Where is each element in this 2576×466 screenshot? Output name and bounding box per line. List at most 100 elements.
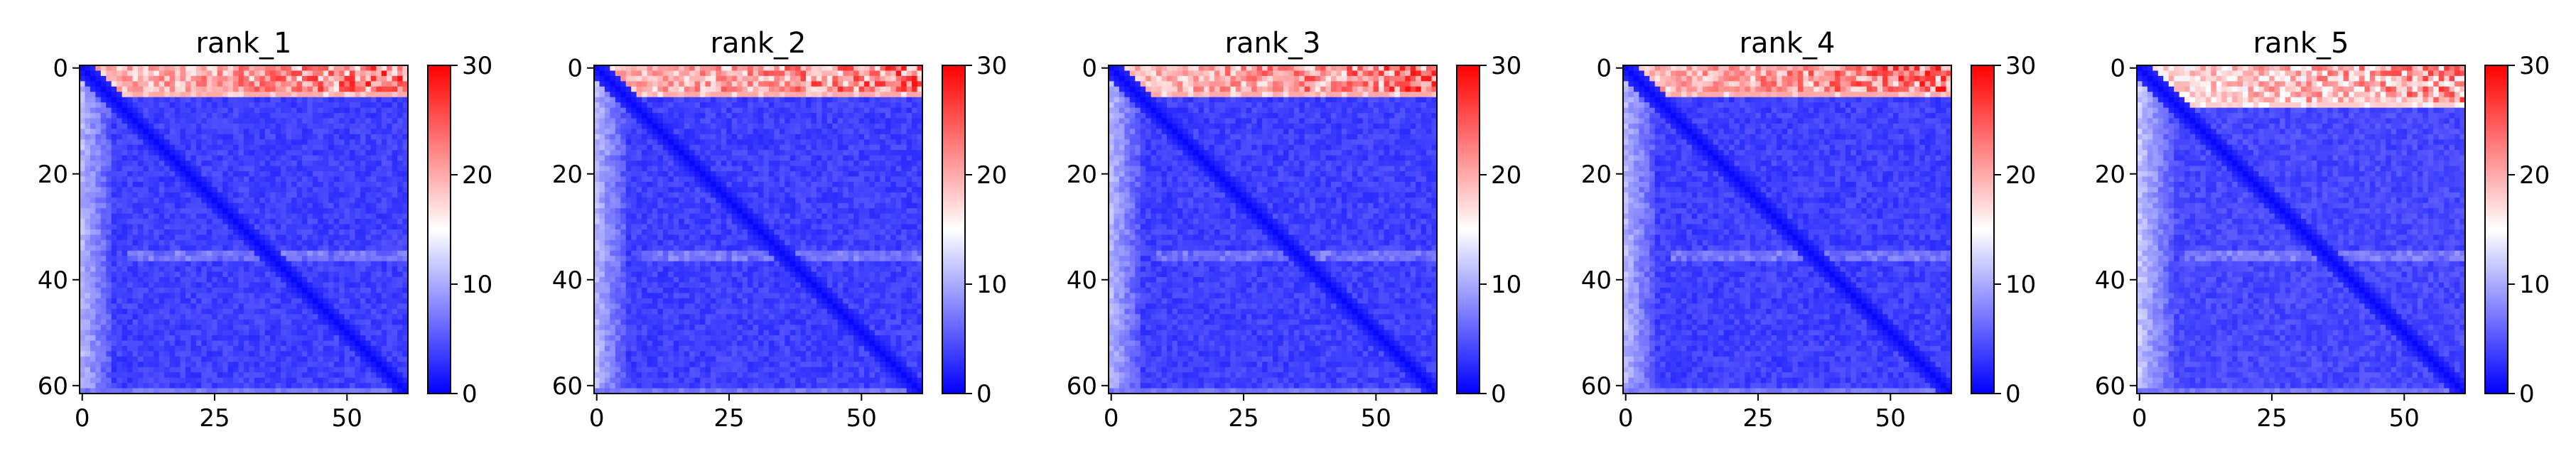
heatmap-cell — [90, 388, 96, 394]
heatmap-cell — [684, 144, 690, 151]
heatmap-cell — [392, 245, 398, 251]
heatmap-cell — [185, 150, 192, 156]
heatmap-cell — [270, 118, 276, 124]
heatmap-cell — [376, 298, 382, 304]
heatmap-cell — [594, 107, 600, 114]
heatmap-cell — [201, 208, 208, 215]
heatmap-cell — [180, 113, 186, 119]
heatmap-cell — [190, 372, 197, 379]
heatmap-cell — [185, 81, 192, 87]
heatmap-cell — [143, 118, 149, 124]
heatmap-cell — [344, 239, 350, 246]
heatmap-cell — [328, 388, 335, 394]
heatmap-cell — [906, 123, 912, 130]
heatmap-cell — [264, 166, 271, 172]
heatmap-cell — [238, 65, 244, 72]
heatmap-cell — [169, 161, 176, 167]
heatmap-cell — [275, 181, 281, 188]
heatmap-cell — [652, 139, 659, 146]
heatmap-cell — [662, 75, 669, 82]
heatmap-cell — [296, 219, 303, 225]
heatmap-cell — [190, 282, 197, 288]
heatmap-cell — [244, 202, 250, 209]
heatmap-cell — [137, 161, 144, 167]
heatmap-cell — [100, 356, 107, 362]
heatmap-cell — [323, 70, 329, 77]
heatmap-cell — [227, 155, 234, 161]
heatmap-cell — [355, 345, 361, 352]
heatmap-cell — [647, 97, 653, 103]
heatmap-cell — [328, 102, 335, 109]
heatmap-cell — [355, 234, 361, 241]
heatmap-cell — [233, 102, 239, 109]
heatmap-cell — [259, 208, 266, 215]
heatmap-cell — [387, 298, 393, 304]
heatmap-cell — [912, 150, 918, 156]
heatmap-cell — [874, 75, 880, 82]
heatmap-cell — [387, 65, 393, 72]
heatmap-cell — [217, 166, 223, 172]
heatmap-cell — [206, 367, 212, 373]
heatmap-cell — [270, 325, 276, 331]
heatmap-cell — [137, 129, 144, 135]
heatmap-cell — [599, 86, 605, 92]
heatmap-cell — [122, 219, 128, 225]
heatmap-cell — [90, 362, 96, 368]
heatmap-cell — [328, 181, 335, 188]
heatmap-cell — [264, 314, 271, 320]
heatmap-cell — [190, 202, 197, 209]
heatmap-cell — [291, 161, 298, 167]
heatmap-cell — [132, 314, 139, 320]
heatmap-cell — [376, 192, 382, 198]
heatmap-cell — [85, 303, 91, 310]
heatmap-cell — [137, 351, 144, 357]
heatmap-cell — [599, 81, 605, 87]
heatmap-cell — [111, 308, 117, 315]
heatmap-cell — [291, 383, 298, 389]
heatmap-cell — [339, 144, 345, 151]
heatmap-cell — [333, 192, 340, 198]
heatmap-cell — [895, 92, 902, 98]
heatmap-cell — [286, 155, 292, 161]
heatmap-cell — [217, 139, 223, 146]
heatmap-cell — [212, 293, 218, 299]
heatmap-cell — [312, 303, 318, 310]
heatmap-cell — [312, 330, 318, 336]
heatmap-cell — [291, 335, 298, 342]
heatmap-cell — [158, 356, 165, 362]
heatmap-cell — [890, 102, 897, 109]
heatmap-cell — [848, 144, 854, 151]
heatmap-cell — [158, 277, 165, 283]
heatmap-cell — [132, 144, 139, 151]
heatmap-cell — [318, 239, 324, 246]
heatmap-cell — [217, 202, 223, 209]
heatmap-cell — [264, 234, 271, 241]
heatmap-cell — [222, 139, 229, 146]
heatmap-cell — [662, 81, 669, 87]
heatmap-cell — [705, 144, 711, 151]
heatmap-cell — [328, 277, 335, 283]
heatmap-cell — [291, 181, 298, 188]
heatmap-cell — [270, 107, 276, 114]
heatmap-cell — [132, 202, 139, 209]
heatmap-cell — [175, 118, 181, 124]
heatmap-cell — [901, 123, 907, 130]
heatmap-cell — [895, 70, 902, 77]
heatmap-cell — [307, 118, 313, 124]
heatmap-cell — [100, 351, 107, 357]
heatmap-cell — [100, 123, 107, 130]
heatmap-cell — [153, 187, 160, 193]
heatmap-cell — [339, 372, 345, 379]
heatmap-cell — [370, 129, 377, 135]
heatmap-cell — [901, 75, 907, 82]
heatmap-cell — [153, 239, 160, 246]
heatmap-cell — [85, 308, 91, 315]
heatmap-cell — [344, 335, 350, 342]
heatmap-cell — [164, 97, 171, 103]
heatmap-cell — [748, 81, 754, 87]
heatmap-cell — [689, 75, 696, 82]
heatmap-cell — [90, 250, 96, 256]
heatmap-cell — [106, 166, 112, 172]
heatmap-cell — [620, 155, 627, 161]
heatmap-cell — [620, 144, 627, 151]
